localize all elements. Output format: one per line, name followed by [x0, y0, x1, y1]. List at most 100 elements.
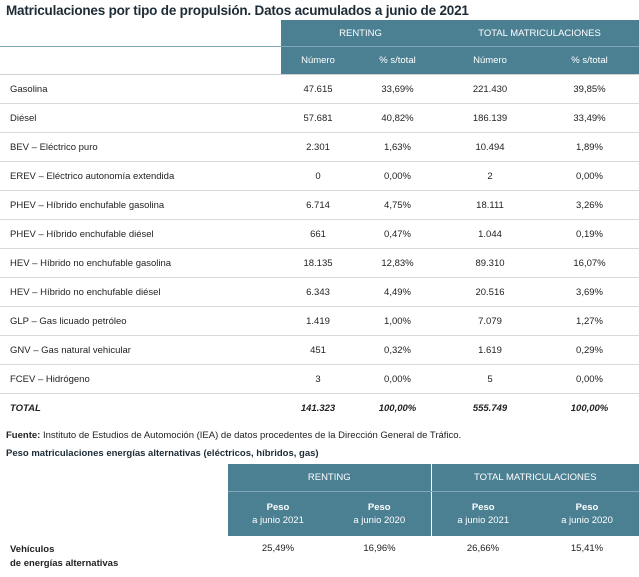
total-number: 221.430 — [440, 74, 540, 104]
renting-number: 2.301 — [281, 132, 355, 162]
total-row: TOTAL 141.323 100,00% 555.749 100,00% — [0, 394, 639, 423]
renting-number: 57.681 — [281, 103, 355, 133]
header-blank — [0, 464, 228, 492]
source-text: Instituto de Estudios de Automoción (IEA… — [40, 430, 462, 441]
total-number: 5 — [440, 364, 540, 394]
row-label: EREV – Eléctrico autonomía extendida — [0, 161, 281, 191]
row-label: BEV – Eléctrico puro — [0, 132, 281, 162]
total-percent: 1,27% — [540, 306, 639, 336]
header-total-matriculaciones: TOTAL MATRICULACIONES — [430, 464, 639, 492]
page-title: Matriculaciones por tipo de propulsión. … — [6, 3, 469, 18]
renting-number: 0 — [281, 161, 355, 191]
period-label: a junio 2020 — [353, 515, 406, 526]
period-label: a junio 2021 — [252, 515, 304, 526]
total-percent: 0,00% — [540, 364, 639, 394]
renting-percent: 0,00% — [355, 364, 440, 394]
total-renting-number: 141.323 — [300, 402, 336, 414]
row-label-line2: de energías alternativas — [10, 558, 119, 569]
total-percent: 33,49% — [540, 103, 639, 133]
total-percent: 0,29% — [540, 335, 639, 365]
total-number: 1.044 — [440, 219, 540, 249]
row-label: PHEV – Híbrido enchufable gasolina — [0, 190, 281, 220]
peso-label: Peso — [266, 502, 290, 513]
total-number: 7.079 — [440, 306, 540, 336]
table-row: Gasolina 47.615 33,69% 221.430 39,85% — [0, 74, 639, 104]
header-renting: RENTING — [281, 20, 440, 47]
alternative-energy-table: RENTING TOTAL MATRICULACIONES Peso a juni… — [0, 464, 639, 573]
section-subtitle: Peso matriculaciones energías alternativ… — [6, 448, 319, 459]
total-percent: 3,69% — [540, 277, 639, 307]
total-number: 1.619 — [440, 335, 540, 365]
row-label: FCEV – Hidrógeno — [0, 364, 281, 394]
header-renting-peso-2020: Peso a junio 2020 — [328, 491, 431, 536]
total-total-number: 555.749 — [472, 402, 508, 414]
total-number: 20.516 — [440, 277, 540, 307]
row-label: HEV – Híbrido no enchufable gasolina — [0, 248, 281, 278]
total-number: 2 — [440, 161, 540, 191]
total-number: 10.494 — [440, 132, 540, 162]
total-percent: 0,00% — [540, 161, 639, 191]
renting-percent: 1,63% — [355, 132, 440, 162]
row-label: Diésel — [0, 103, 281, 133]
renting-percent: 0,47% — [355, 219, 440, 249]
table-row: PHEV – Híbrido enchufable gasolina 6.714 4… — [0, 190, 639, 220]
table-row: HEV – Híbrido no enchufable gasolina 18.1… — [0, 248, 639, 278]
table-row: HEV – Híbrido no enchufable diésel 6.343 4… — [0, 277, 639, 307]
total-peso-2020-value: 15,41% — [570, 543, 604, 554]
table-row: EREV – Eléctrico autonomía extendida 0 0,0… — [0, 161, 639, 191]
renting-percent: 12,83% — [355, 248, 440, 278]
renting-number: 6.343 — [281, 277, 355, 307]
renting-percent: 33,69% — [355, 74, 440, 104]
table-row: Diésel 57.681 40,82% 186.139 33,49% — [0, 103, 639, 133]
total-percent: 0,19% — [540, 219, 639, 249]
renting-percent: 1,00% — [355, 306, 440, 336]
renting-number: 661 — [281, 219, 355, 249]
header-total-peso-2020: Peso a junio 2020 — [535, 491, 639, 536]
peso-label: Peso — [367, 502, 391, 513]
propulsion-table: RENTING TOTAL MATRICULACIONES Número % s… — [0, 20, 639, 422]
period-label: a junio 2021 — [457, 515, 510, 526]
total-peso-2021-value: 26,66% — [466, 543, 500, 554]
source-note: Fuente: Instituto de Estudios de Automoc… — [6, 430, 461, 441]
header-renting-peso-2021: Peso a junio 2021 — [228, 491, 328, 536]
renting-percent: 0,32% — [355, 335, 440, 365]
renting-number: 1.419 — [281, 306, 355, 336]
table-row: GLP – Gas licuado petróleo 1.419 1,00% 7.07… — [0, 306, 639, 336]
renting-peso-2020-value: 16,96% — [363, 543, 396, 554]
total-percent: 39,85% — [540, 74, 639, 104]
source-label: Fuente: — [6, 430, 41, 441]
peso-label: Peso — [471, 502, 495, 513]
row-label: Gasolina — [0, 74, 281, 104]
propulsion-table-body: Gasolina 47.615 33,69% 221.430 39,85% Diésel… — [0, 74, 639, 423]
renting-percent: 40,82% — [355, 103, 440, 133]
renting-number: 47.615 — [281, 74, 355, 104]
renting-percent: 4,75% — [355, 190, 440, 220]
total-percent: 1,89% — [540, 132, 639, 162]
total-renting-percent: 100,00% — [378, 402, 417, 414]
header-blank — [0, 491, 228, 536]
total-label: TOTAL — [10, 402, 41, 414]
table-row: PHEV – Híbrido enchufable diésel 661 0,47%… — [0, 219, 639, 249]
header-renting-pct: % s/total — [355, 46, 440, 75]
table-row: Vehículos de energías alternativas 25,49%… — [0, 536, 639, 573]
total-total-percent: 100,00% — [570, 402, 609, 414]
header-blank — [0, 20, 281, 47]
peso-label: Peso — [575, 502, 599, 513]
table-row: BEV – Eléctrico puro 2.301 1,63% 10.494 1,89… — [0, 132, 639, 162]
row-label-line1: Vehículos — [10, 544, 55, 555]
renting-peso-2021-value: 25,49% — [261, 543, 295, 554]
header-total-pct: % s/total — [540, 46, 639, 75]
row-label: Vehículos de energías alternativas — [0, 536, 228, 573]
renting-number: 18.135 — [281, 248, 355, 278]
row-label: GLP – Gas licuado petróleo — [0, 306, 281, 336]
group-header-row: RENTING TOTAL MATRICULACIONES — [0, 464, 639, 492]
header-blank — [0, 46, 281, 75]
total-percent: 3,26% — [540, 190, 639, 220]
renting-percent: 0,00% — [355, 161, 440, 191]
renting-number: 6.714 — [281, 190, 355, 220]
sub-header-row: Peso a junio 2021 Peso a junio 2020 Peso a … — [0, 491, 639, 536]
header-total-matriculaciones: TOTAL MATRICULACIONES — [440, 20, 639, 47]
row-label: PHEV – Híbrido enchufable diésel — [0, 219, 281, 249]
period-label: a junio 2020 — [561, 515, 613, 526]
header-total-peso-2021: Peso a junio 2021 — [430, 491, 535, 536]
